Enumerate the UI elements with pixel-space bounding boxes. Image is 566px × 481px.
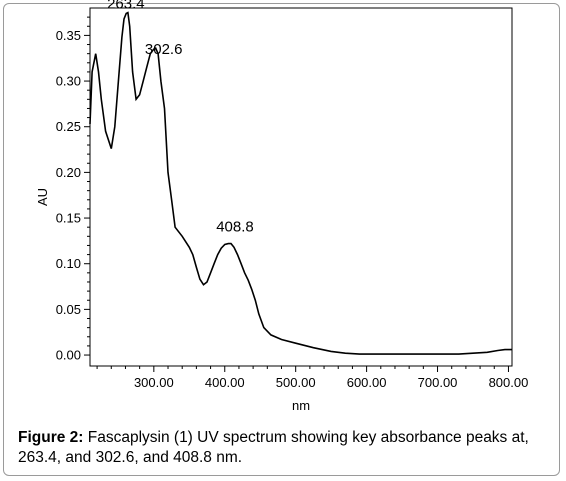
x-tick-label: 600.00 bbox=[347, 375, 387, 390]
series-line-0 bbox=[89, 11, 512, 355]
figure-caption: Figure 2: Fascaplysin (1) UV spectrum sh… bbox=[18, 428, 548, 468]
peak-label: 408.8 bbox=[216, 219, 254, 236]
y-tick-label: 0.35 bbox=[56, 28, 81, 43]
y-tick-label: 0.15 bbox=[56, 211, 81, 226]
peak-label: 302.6 bbox=[145, 41, 183, 58]
x-tick-label: 300.00 bbox=[134, 375, 174, 390]
plot-area bbox=[89, 7, 513, 367]
y-tick-label: 0.10 bbox=[56, 256, 81, 271]
x-tick-label: 500.00 bbox=[276, 375, 316, 390]
y-tick-label: 0.05 bbox=[56, 302, 81, 317]
y-tick-label: 0.20 bbox=[56, 165, 81, 180]
y-tick-label: 0.30 bbox=[56, 74, 81, 89]
peak-label: 263.4 bbox=[107, 0, 145, 13]
x-tick-label: 400.00 bbox=[205, 375, 245, 390]
caption-label: Figure 2: bbox=[18, 429, 84, 446]
x-axis-title: nm bbox=[292, 398, 310, 413]
y-tick-label: 0.00 bbox=[56, 348, 81, 363]
caption-text: Fascaplysin (1) UV spectrum showing key … bbox=[18, 429, 529, 466]
figure-frame bbox=[3, 3, 560, 476]
y-tick-label: 0.25 bbox=[56, 119, 81, 134]
x-tick-label: 700.00 bbox=[418, 375, 458, 390]
y-axis-title: AU bbox=[35, 188, 50, 206]
x-tick-label: 800.00 bbox=[489, 375, 529, 390]
